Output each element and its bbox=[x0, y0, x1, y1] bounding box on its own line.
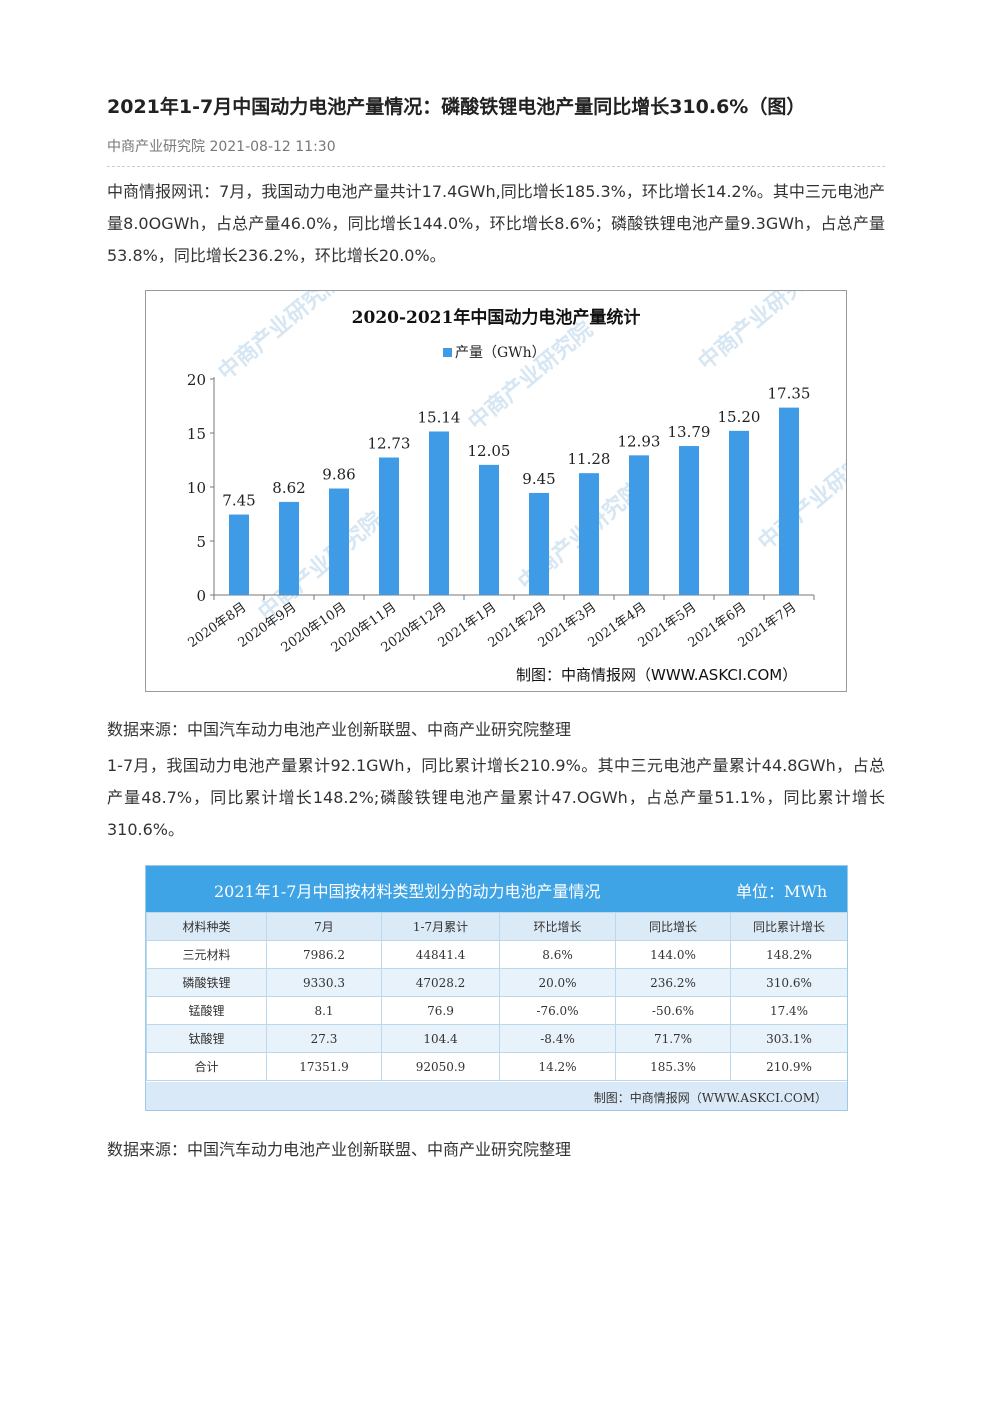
watermark-text: 中商产业研究院 bbox=[253, 507, 388, 626]
material-table: 2021年1-7月中国按材料类型划分的动力电池产量情况 单位：MWh 材料种类 … bbox=[145, 865, 848, 1111]
bar-value-label: 9.45 bbox=[522, 470, 555, 488]
bar-value-label: 15.20 bbox=[718, 408, 761, 426]
article-meta: 中商产业研究院 2021-08-12 11:30 bbox=[107, 139, 336, 155]
bar bbox=[579, 473, 599, 595]
table-row: 钛酸锂 27.3 104.4 -8.4% 71.7% 303.1% bbox=[146, 1024, 847, 1053]
bar bbox=[629, 455, 649, 595]
column-header: 材料种类 bbox=[146, 912, 267, 941]
table-source: 数据来源：中国汽车动力电池产业创新联盟、中商产业研究院整理 bbox=[107, 1140, 572, 1159]
y-tick-label: 0 bbox=[196, 587, 206, 605]
table-cell: 三元材料 bbox=[146, 940, 267, 969]
table-cell: -8.4% bbox=[499, 1024, 616, 1053]
table-cell: 17.4% bbox=[730, 996, 847, 1025]
bar bbox=[429, 431, 449, 595]
column-header: 环比增长 bbox=[499, 912, 616, 941]
legend-swatch bbox=[443, 348, 452, 357]
bar-value-label: 12.73 bbox=[368, 435, 411, 453]
table-cell: 8.1 bbox=[266, 996, 382, 1025]
bar-value-label: 17.35 bbox=[768, 385, 811, 403]
bar bbox=[479, 464, 499, 595]
bar-value-label: 7.45 bbox=[222, 492, 255, 510]
bar-value-label: 15.14 bbox=[418, 408, 461, 426]
table-cell: 148.2% bbox=[730, 940, 847, 969]
chart-bars: 7.45 8.62 9.86 12.73 15.14 12.05 9.45 11.28 12.9… bbox=[222, 385, 810, 595]
bar-value-label: 13.79 bbox=[668, 423, 711, 441]
column-header: 同比增长 bbox=[615, 912, 731, 941]
bar bbox=[229, 514, 249, 595]
bar bbox=[729, 430, 749, 595]
table-cell: 27.3 bbox=[266, 1024, 382, 1053]
table-cell: 210.9% bbox=[730, 1052, 847, 1081]
intro-paragraph: 中商情报网讯：7月，我国动力电池产量共计17.4GWh,同比增长185.3%，环… bbox=[107, 182, 885, 265]
table-cell: 合计 bbox=[146, 1052, 267, 1081]
chart-title: 2020-2021年中国动力电池产量统计 bbox=[352, 307, 641, 328]
bar bbox=[279, 501, 299, 595]
bar bbox=[529, 492, 549, 595]
bar-value-label: 12.05 bbox=[468, 442, 511, 460]
chart-svg: 中商产业研究院中商产业研究院中商产业研究院中商产业研究院中商产业研究院中商产业研… bbox=[186, 291, 846, 684]
table-cell: 磷酸铁锂 bbox=[146, 968, 267, 997]
bar bbox=[329, 488, 349, 595]
table-cell: 20.0% bbox=[499, 968, 616, 997]
column-header: 7月 bbox=[266, 912, 382, 941]
column-header: 同比累计增长 bbox=[730, 912, 847, 941]
data-table: 材料种类 7月 1-7月累计 环比增长 同比增长 同比累计增长 三元材料 798… bbox=[146, 912, 847, 1081]
table-cell: -50.6% bbox=[615, 996, 731, 1025]
column-header: 1-7月累计 bbox=[381, 912, 500, 941]
table-header-bar: 2021年1-7月中国按材料类型划分的动力电池产量情况 单位：MWh bbox=[146, 866, 847, 912]
bar-value-label: 8.62 bbox=[272, 479, 305, 497]
summary-paragraph: 1-7月，我国动力电池产量累计92.1GWh，同比累计增长210.9%。其中三元… bbox=[107, 756, 885, 839]
y-tick-label: 5 bbox=[196, 533, 206, 551]
table-cell: 236.2% bbox=[615, 968, 731, 997]
divider bbox=[107, 166, 885, 167]
table-cell: 303.1% bbox=[730, 1024, 847, 1053]
table-credit: 制图：中商情报网（WWW.ASKCI.COM） bbox=[593, 1091, 827, 1105]
watermark-text: 中商产业研究院 bbox=[753, 437, 846, 556]
table-row: 锰酸锂 8.1 76.9 -76.0% -50.6% 17.4% bbox=[146, 996, 847, 1025]
table-cell: -76.0% bbox=[499, 996, 616, 1025]
watermark-text: 中商产业研究院 bbox=[213, 291, 348, 386]
table-cell: 17351.9 bbox=[266, 1052, 382, 1081]
bar bbox=[379, 457, 399, 595]
table-cell: 76.9 bbox=[381, 996, 500, 1025]
table-cell: 144.0% bbox=[615, 940, 731, 969]
table-header-row: 材料种类 7月 1-7月累计 环比增长 同比增长 同比累计增长 bbox=[146, 912, 847, 941]
watermark-text: 中商产业研究院 bbox=[463, 317, 598, 436]
table-cell: 47028.2 bbox=[381, 968, 500, 997]
bar bbox=[779, 407, 799, 595]
table-cell: 9330.3 bbox=[266, 968, 382, 997]
bar-value-label: 9.86 bbox=[322, 466, 355, 484]
legend-label: 产量（GWh） bbox=[455, 345, 546, 361]
table-cell: 8.6% bbox=[499, 940, 616, 969]
bar bbox=[679, 446, 699, 595]
chart-credit: 制图：中商情报网（WWW.ASKCI.COM） bbox=[516, 666, 797, 684]
table-row: 磷酸铁锂 9330.3 47028.2 20.0% 236.2% 310.6% bbox=[146, 968, 847, 997]
table-cell: 锰酸锂 bbox=[146, 996, 267, 1025]
watermark-text: 中商产业研究院 bbox=[693, 291, 828, 376]
table-row: 三元材料 7986.2 44841.4 8.6% 144.0% 148.2% bbox=[146, 940, 847, 969]
table-cell: 钛酸锂 bbox=[146, 1024, 267, 1053]
table-unit: 单位：MWh bbox=[736, 882, 828, 901]
table-footer: 制图：中商情报网（WWW.ASKCI.COM） bbox=[146, 1082, 847, 1110]
table-cell: 104.4 bbox=[381, 1024, 500, 1053]
table-cell: 310.6% bbox=[730, 968, 847, 997]
article-title: 2021年1-7月中国动力电池产量情况：磷酸铁锂电池产量同比增长310.6%（图… bbox=[107, 96, 806, 118]
table-cell: 92050.9 bbox=[381, 1052, 500, 1081]
chart-source: 数据来源：中国汽车动力电池产业创新联盟、中商产业研究院整理 bbox=[107, 720, 572, 739]
y-tick-label: 15 bbox=[187, 425, 206, 443]
production-chart: 中商产业研究院中商产业研究院中商产业研究院中商产业研究院中商产业研究院中商产业研… bbox=[145, 290, 847, 692]
y-tick-label: 20 bbox=[187, 371, 206, 389]
y-tick-label: 10 bbox=[187, 479, 206, 497]
table-cell: 7986.2 bbox=[266, 940, 382, 969]
bar-value-label: 11.28 bbox=[568, 450, 611, 468]
table-title: 2021年1-7月中国按材料类型划分的动力电池产量情况 bbox=[214, 882, 601, 901]
table-row: 合计 17351.9 92050.9 14.2% 185.3% 210.9% bbox=[146, 1052, 847, 1081]
bar-value-label: 12.93 bbox=[618, 432, 661, 450]
table-cell: 185.3% bbox=[615, 1052, 731, 1081]
table-cell: 14.2% bbox=[499, 1052, 616, 1081]
table-cell: 44841.4 bbox=[381, 940, 500, 969]
table-cell: 71.7% bbox=[615, 1024, 731, 1053]
